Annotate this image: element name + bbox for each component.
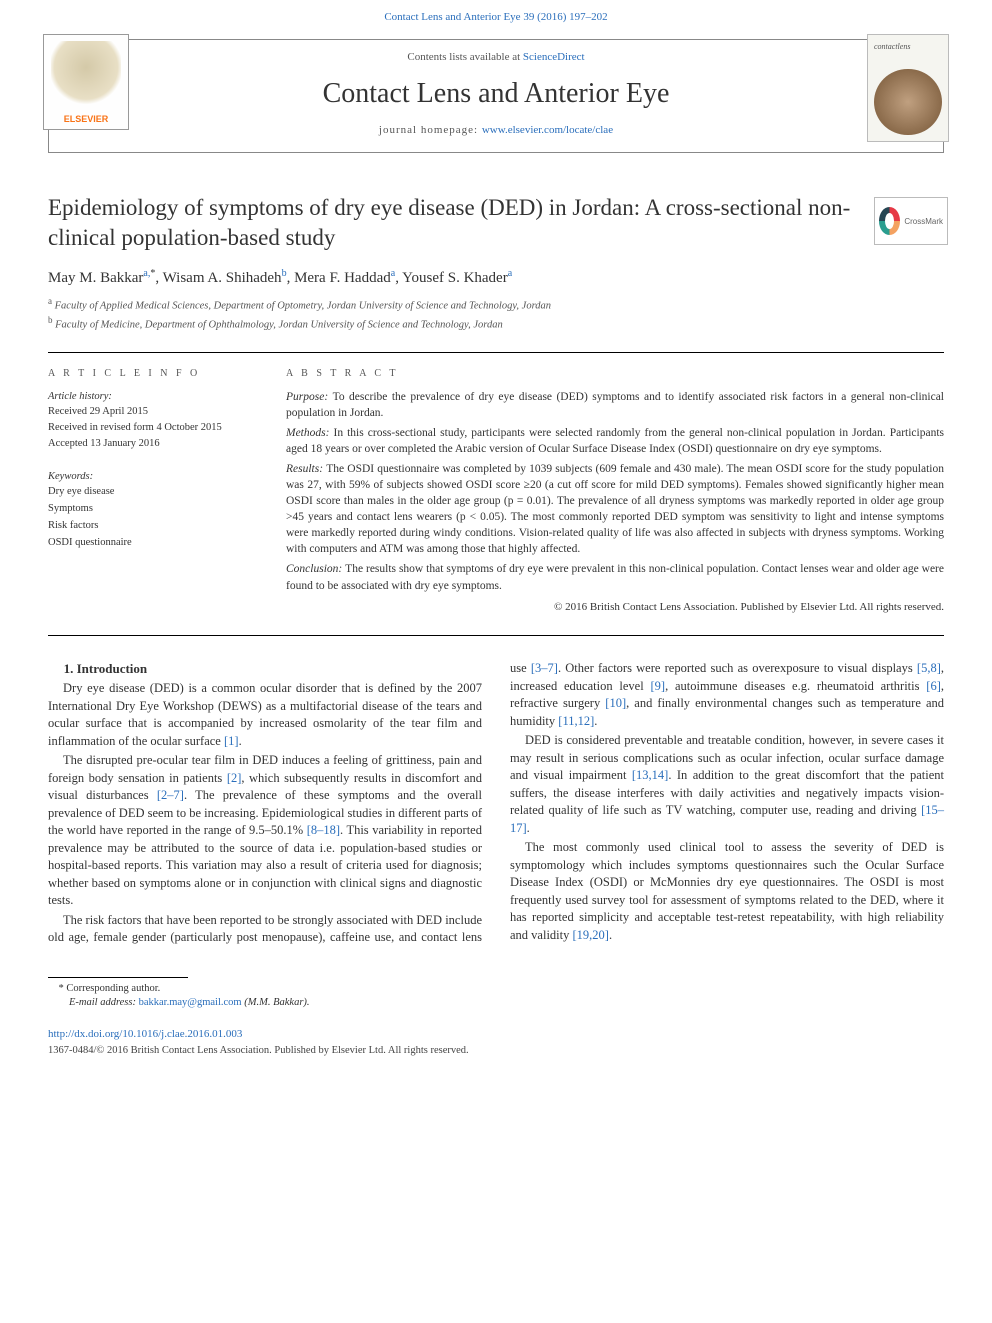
corresponding-email: E-mail address: bakkar.may@gmail.com (M.… (48, 996, 944, 1011)
conclusion-text: The results show that symptoms of dry ey… (286, 563, 944, 591)
citation-link[interactable]: [19,20] (573, 928, 609, 942)
doi-link[interactable]: http://dx.doi.org/10.1016/j.clae.2016.01… (48, 1028, 242, 1040)
author: Yousef S. Khadera (402, 270, 512, 286)
email-tail: (M.M. Bakkar). (242, 997, 310, 1008)
citation-link[interactable]: [8–18] (307, 823, 340, 837)
crossmark-label: CrossMark (904, 216, 943, 227)
body-paragraph: DED is considered preventable and treata… (510, 732, 944, 837)
running-head: Contact Lens and Anterior Eye 39 (2016) … (0, 0, 992, 31)
keywords-label: Keywords: (48, 470, 262, 485)
article-title: Epidemiology of symptoms of dry eye dise… (48, 193, 944, 253)
purpose-label: Purpose: (286, 391, 333, 403)
abstract-copyright: © 2016 British Contact Lens Association.… (286, 600, 944, 615)
affiliation: b Faculty of Medicine, Department of Oph… (48, 314, 944, 333)
citation-link[interactable]: [2] (227, 771, 242, 785)
results-text: The OSDI questionnaire was completed by … (286, 463, 944, 555)
journal-homepage-link[interactable]: www.elsevier.com/locate/clae (482, 124, 613, 136)
section-heading: 1. Introduction (48, 660, 482, 678)
publisher-logo: ELSEVIER (43, 34, 129, 130)
homepage-pre: journal homepage: (379, 124, 482, 136)
author: Wisam A. Shihadehb (163, 270, 287, 286)
body-columns: 1. Introduction Dry eye disease (DED) is… (48, 660, 944, 947)
doi-line: http://dx.doi.org/10.1016/j.clae.2016.01… (48, 1027, 944, 1042)
author-list: May M. Bakkara,*, Wisam A. Shihadehb, Me… (48, 267, 944, 289)
citation-link[interactable]: [2–7] (157, 788, 184, 802)
author: May M. Bakkara,* (48, 270, 155, 286)
body-paragraph: The most commonly used clinical tool to … (510, 839, 944, 944)
results-label: Results: (286, 463, 326, 475)
crossmark-icon (879, 207, 900, 235)
keyword: Symptoms (48, 503, 93, 514)
keyword: Risk factors (48, 520, 98, 531)
citation-link[interactable]: [6] (926, 679, 941, 693)
citation-link[interactable]: [10] (605, 696, 626, 710)
abstract: A B S T R A C T Purpose: To describe the… (286, 367, 944, 620)
revised-date: Received in revised form 4 October 2015 (48, 422, 222, 433)
journal-header: ELSEVIER contactlens Contents lists avai… (48, 39, 944, 153)
elsevier-tree-icon (51, 41, 121, 106)
methods-label: Methods: (286, 427, 333, 439)
body-paragraph: Dry eye disease (DED) is a common ocular… (48, 680, 482, 750)
article-info-head: A R T I C L E I N F O (48, 367, 262, 381)
issn-copyright: 1367-0484/© 2016 British Contact Lens As… (48, 1044, 944, 1059)
citation-link[interactable]: [3–7] (531, 661, 558, 675)
citation-link[interactable]: [5,8] (917, 661, 941, 675)
journal-cover-thumb: contactlens (867, 34, 949, 142)
affiliation: a Faculty of Applied Medical Sciences, D… (48, 295, 944, 314)
received-date: Received 29 April 2015 (48, 406, 148, 417)
keyword: OSDI questionnaire (48, 537, 132, 548)
cover-image-icon (874, 69, 942, 136)
sciencedirect-link[interactable]: ScienceDirect (523, 51, 585, 63)
citation-link[interactable]: [9] (650, 679, 665, 693)
keyword: Dry eye disease (48, 486, 114, 497)
email-label: E-mail address: (69, 997, 139, 1008)
citation-link[interactable]: [1] (224, 734, 239, 748)
methods-text: In this cross-sectional study, participa… (286, 427, 944, 455)
accepted-date: Accepted 13 January 2016 (48, 438, 160, 449)
journal-homepage: journal homepage: www.elsevier.com/locat… (69, 123, 923, 138)
footnote-rule (48, 977, 188, 978)
contents-pre: Contents lists available at (407, 51, 522, 63)
page-footer: * Corresponding author. E-mail address: … (48, 977, 944, 1059)
abstract-head: A B S T R A C T (286, 367, 944, 381)
article-info: A R T I C L E I N F O Article history: R… (48, 367, 262, 620)
corresponding-author: * Corresponding author. (48, 982, 944, 997)
purpose-text: To describe the prevalence of dry eye di… (286, 391, 944, 419)
contents-available: Contents lists available at ScienceDirec… (69, 50, 923, 65)
crossmark-badge[interactable]: CrossMark (874, 197, 948, 245)
body-paragraph: The disrupted pre-ocular tear film in DE… (48, 752, 482, 910)
author: Mera F. Haddada (294, 270, 395, 286)
article-info-row: A R T I C L E I N F O Article history: R… (48, 353, 944, 637)
keywords: Dry eye disease Symptoms Risk factors OS… (48, 484, 262, 551)
publisher-label: ELSEVIER (64, 113, 109, 126)
journal-title: Contact Lens and Anterior Eye (69, 74, 923, 113)
history-label: Article history: (48, 391, 112, 402)
article-history: Article history: Received 29 April 2015 … (48, 389, 262, 452)
citation-link[interactable]: [13,14] (632, 768, 668, 782)
running-head-link[interactable]: Contact Lens and Anterior Eye 39 (2016) … (384, 11, 607, 23)
cover-title: contactlens (874, 41, 942, 52)
conclusion-label: Conclusion: (286, 563, 345, 575)
citation-link[interactable]: [11,12] (558, 714, 594, 728)
email-link[interactable]: bakkar.may@gmail.com (139, 997, 242, 1008)
